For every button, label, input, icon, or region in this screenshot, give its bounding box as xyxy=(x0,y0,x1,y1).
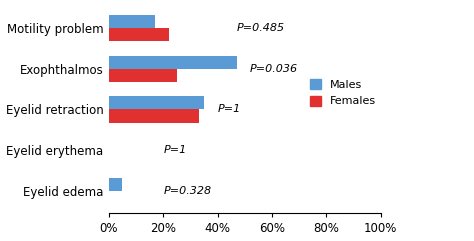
Legend: Males, Females: Males, Females xyxy=(306,75,381,111)
Text: P=0.036: P=0.036 xyxy=(250,64,298,74)
Bar xyxy=(109,56,237,69)
Bar xyxy=(109,178,122,191)
Bar xyxy=(109,28,169,41)
Text: P=1: P=1 xyxy=(163,145,186,155)
Bar xyxy=(109,69,177,82)
Bar xyxy=(109,15,155,28)
Bar xyxy=(109,109,199,122)
Text: P=0.485: P=0.485 xyxy=(237,23,285,33)
Text: P=0.328: P=0.328 xyxy=(163,186,211,196)
Text: P=1: P=1 xyxy=(218,105,241,114)
Bar xyxy=(109,96,204,109)
